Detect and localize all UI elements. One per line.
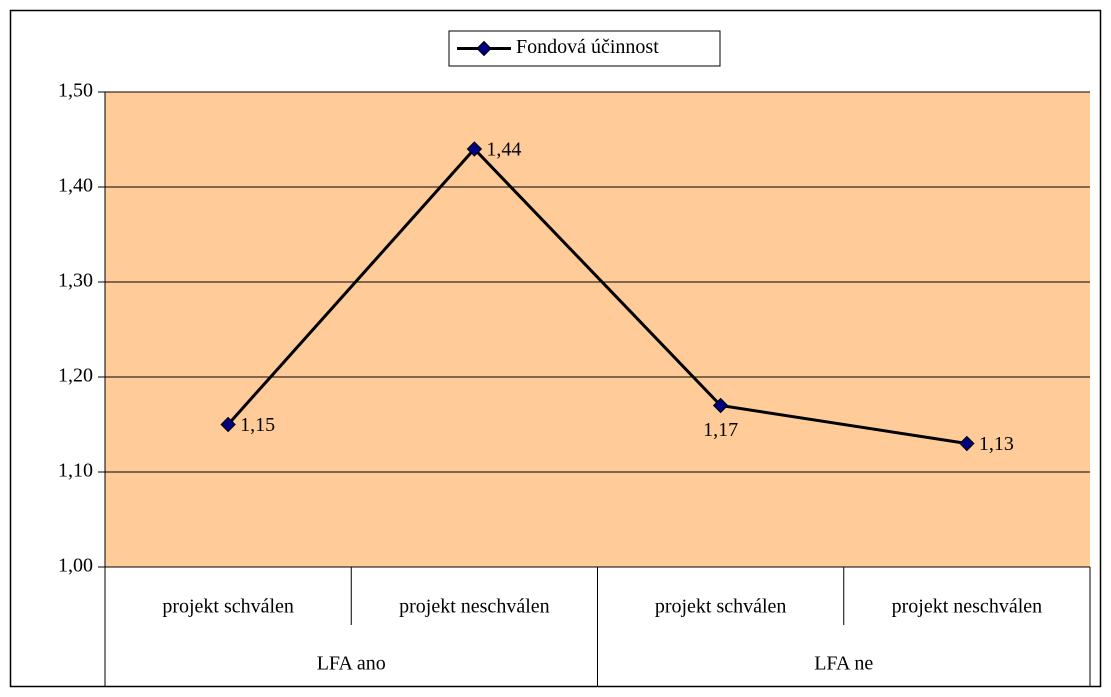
- y-tick-label: 1,30: [58, 270, 93, 292]
- x-tick-label: projekt neschválen: [892, 596, 1043, 618]
- x-tick-label: projekt schválen: [162, 596, 294, 618]
- y-tick-label: 1,40: [58, 175, 93, 197]
- data-label: 1,13: [979, 433, 1014, 455]
- y-tick-label: 1,50: [58, 80, 93, 102]
- data-label: 1,15: [240, 414, 275, 436]
- legend-label: Fondová účinnost: [516, 36, 659, 58]
- data-label: 1,44: [486, 139, 521, 161]
- legend-marker: [476, 40, 492, 57]
- data-point: [959, 435, 975, 452]
- x-tick-label: projekt neschválen: [399, 596, 550, 618]
- plot-area: [105, 92, 1090, 567]
- series-line: [227, 146, 968, 445]
- group-label: LFA ne: [814, 653, 873, 675]
- data-point: [220, 416, 236, 433]
- group-label: LFA ano: [317, 653, 386, 675]
- data-point: [712, 397, 729, 414]
- data-label: 1,17: [703, 419, 738, 441]
- y-tick-label: 1,00: [58, 555, 93, 577]
- data-point: [466, 141, 483, 157]
- y-tick-label: 1,10: [58, 460, 93, 482]
- y-tick-label: 1,20: [58, 365, 93, 387]
- x-tick-label: projekt schválen: [655, 596, 787, 618]
